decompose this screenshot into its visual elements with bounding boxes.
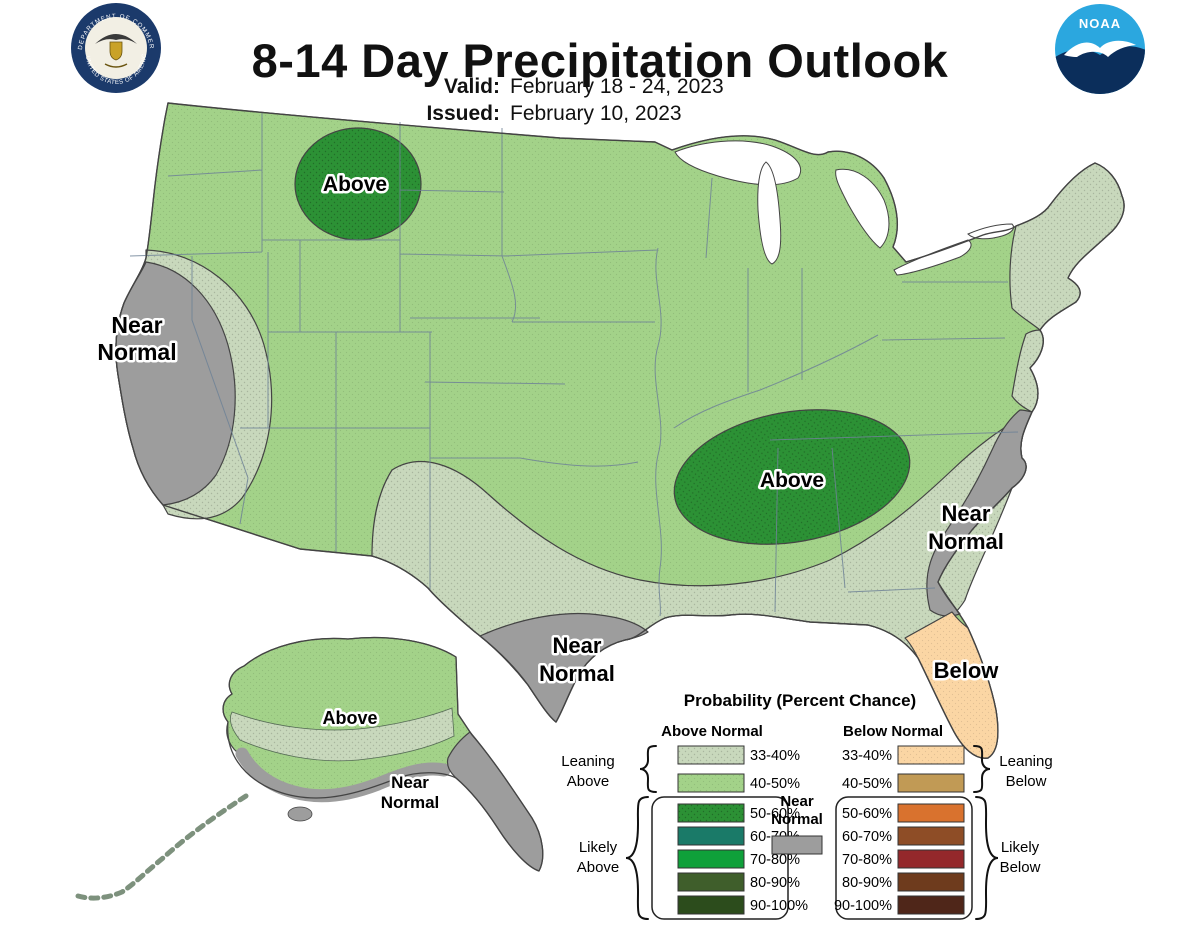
legend-likely-above-2: Above (577, 859, 620, 876)
region-above-33-40-northeast (1009, 162, 1125, 331)
alaska-above-33-40-band (230, 707, 455, 762)
label-near-normal-alaska-1: Near (391, 773, 429, 792)
page-title: 8-14 Day Precipitation Outlook (251, 34, 949, 88)
lake-michigan (757, 161, 782, 265)
legend-leaning-above-1: Leaning (561, 753, 614, 770)
legend-swatch-above-90-100 (677, 895, 745, 915)
legend-near-label-2: Normal (771, 811, 823, 828)
doc-seal-logo: DEPARTMENT OF COMMERCE UNITED STATES OF … (70, 2, 161, 93)
legend-range-below-50-60: 50-60% (842, 806, 892, 822)
noaa-gull-icon (1064, 40, 1136, 57)
legend-swatch-above-33-40 (677, 745, 745, 765)
legend-range-below-80-90: 80-90% (842, 875, 892, 891)
legend-above-header: Above Normal (661, 723, 763, 740)
legend-swatch-below-40-50 (897, 773, 965, 793)
legend-range-above-40-50: 40-50% (750, 776, 800, 792)
legend-below-header: Below Normal (843, 723, 943, 740)
us-outline (115, 102, 1125, 759)
label-near-normal-southeast-2: Normal (928, 529, 1004, 554)
issued-row: Issued: February 10, 2023 (418, 101, 724, 128)
valid-label: Valid: (443, 75, 500, 98)
legend-swatch-above-50-60 (677, 803, 745, 823)
legend-title: Probability (Percent Chance) (684, 691, 916, 710)
legend-swatch-above-40-50 (677, 773, 745, 793)
label-below-florida: Below (934, 658, 1000, 683)
legend-swatch-near-normal (771, 835, 823, 855)
state-borders (129, 112, 1019, 617)
legend-near-normal: Near Normal (771, 793, 823, 855)
legend-range-below-40-50: 40-50% (842, 776, 892, 792)
legend-above-column: 33-40% 40-50% 50-60% 60-70% 70-80% 80-90… (651, 745, 808, 920)
likely-below-brace (975, 796, 999, 920)
legend-swatch-below-50-60 (897, 803, 965, 823)
legend-swatch-below-60-70 (897, 826, 965, 846)
legend-likely-above-1: Likely (579, 839, 618, 856)
legend-near-label-1: Near (780, 793, 814, 810)
lake-huron (835, 168, 890, 249)
legend-range-below-70-80: 70-80% (842, 852, 892, 868)
alaska-map (75, 636, 544, 901)
doc-seal-branch (104, 63, 128, 68)
label-near-normal-southeast-1: Near (942, 501, 991, 526)
legend-leaning-below-1: Leaning (999, 753, 1052, 770)
legend-swatch-below-80-90 (897, 872, 965, 892)
conus-map (115, 102, 1125, 759)
legend-swatch-below-90-100 (897, 895, 965, 915)
legend-range-below-90-100: 90-100% (834, 898, 892, 914)
legend-range-below-60-70: 60-70% (842, 829, 892, 845)
legend-range-above-90-100: 90-100% (750, 898, 808, 914)
label-above-midsouth: Above (760, 469, 824, 492)
alaska-outline (222, 636, 544, 872)
legend-likely-below-box (835, 796, 973, 920)
label-near-normal-west-1: Near (111, 312, 162, 338)
legend-below-column: 33-40% 40-50% 50-60% 60-70% 70-80% 80-90… (834, 745, 973, 920)
legend-range-below-33-40: 33-40% (842, 748, 892, 764)
kodiak-island (287, 806, 313, 822)
legend-range-above-70-80: 70-80% (750, 852, 800, 868)
legend-swatch-above-70-80 (677, 849, 745, 869)
legend-swatch-above-80-90 (677, 872, 745, 892)
legend-likely-below-1: Likely (1001, 839, 1040, 856)
doc-shield-icon (109, 41, 123, 61)
noaa-logo: NOAA (1055, 4, 1145, 94)
noaa-sea (1055, 46, 1145, 94)
issued-value: February 10, 2023 (510, 101, 682, 125)
leaning-below-brace (973, 745, 991, 793)
label-near-normal-texas-1: Near (553, 633, 602, 658)
doc-eagle-icon (95, 34, 137, 44)
alaska-panhandle (446, 731, 544, 872)
label-near-normal-texas-2: Normal (539, 661, 615, 686)
legend-likely-below-2: Below (1000, 859, 1041, 876)
label-near-normal-alaska-2: Normal (381, 793, 440, 812)
great-lakes (674, 140, 1015, 276)
likely-above-brace (625, 796, 649, 920)
legend-swatch-below-70-80 (897, 849, 965, 869)
noaa-logo-text: NOAA (1079, 16, 1121, 31)
map-label-layer: Above Near Normal Above Near Normal Near… (95, 171, 1007, 815)
label-above-alaska: Above (322, 708, 377, 728)
legend-swatch-above-60-70 (677, 826, 745, 846)
legend-likely-above-box (651, 796, 789, 920)
lake-ontario (967, 223, 1015, 240)
legend-range-above-33-40: 33-40% (750, 748, 800, 764)
legend: Probability (Percent Chance) Above Norma… (561, 691, 1053, 920)
valid-value: February 18 - 24, 2023 (510, 75, 724, 98)
issuance-info: Valid: February 18 - 24, 2023 Issued: Fe… (418, 74, 724, 128)
region-above-50-60-midsouth (673, 409, 911, 545)
label-above-northwest: Above (323, 173, 387, 196)
legend-range-above-80-90: 80-90% (750, 875, 800, 891)
leaning-above-brace (639, 745, 657, 793)
legend-leaning-below-2: Below (1006, 773, 1047, 790)
aleutian-islands (75, 793, 249, 901)
alaska-near-normal-coast (235, 747, 451, 803)
legend-swatch-below-33-40 (897, 745, 965, 765)
legend-leaning-above-2: Above (567, 773, 610, 790)
legend-range-above-50-60: 50-60% (750, 806, 800, 822)
label-near-normal-west-2: Normal (97, 339, 176, 365)
issued-label: Issued: (426, 101, 500, 125)
valid-row: Valid: February 18 - 24, 2023 (418, 74, 724, 101)
